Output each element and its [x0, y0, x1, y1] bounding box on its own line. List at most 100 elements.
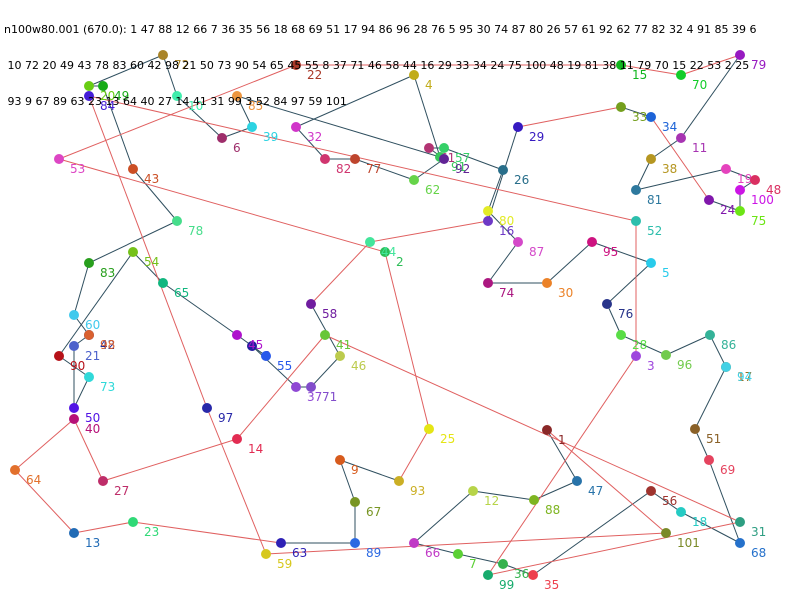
tour-edge [310, 303, 341, 357]
node-label: 97 [218, 411, 233, 425]
node [528, 570, 538, 580]
node [128, 164, 138, 174]
node-label: 54 [144, 255, 159, 269]
tour-edge [339, 459, 400, 482]
node-label: 21 [85, 349, 100, 363]
node-label: 79 [751, 58, 766, 72]
tour-edge [650, 490, 682, 513]
node [690, 424, 700, 434]
node-label: 10 [188, 99, 203, 113]
node [172, 216, 182, 226]
tour-edge [339, 459, 356, 503]
node [542, 278, 552, 288]
node [98, 476, 108, 486]
node [69, 528, 79, 538]
node [513, 122, 523, 132]
node-label: 98 [100, 338, 115, 352]
tour-edge [635, 168, 727, 191]
tour-edge [650, 137, 682, 160]
node [453, 549, 463, 559]
node-label: 9 [351, 463, 359, 477]
node-label: 80 [499, 214, 514, 228]
tour-edge [310, 355, 341, 388]
tour-edge [546, 429, 667, 534]
node [202, 403, 212, 413]
node-label: 11 [692, 141, 707, 155]
node-label: 47 [588, 484, 603, 498]
tour-edge [221, 126, 253, 139]
node-label: 24 [720, 203, 735, 217]
node-label: 49 [114, 89, 129, 103]
node [409, 538, 419, 548]
node [661, 350, 671, 360]
node [276, 538, 286, 548]
tour-edge [398, 428, 430, 482]
tour-edge [443, 147, 504, 171]
node [320, 154, 330, 164]
tour-edge [472, 490, 535, 501]
header-line: n100w80.001 (670.0): 1 47 88 12 66 7 36 … [4, 23, 757, 36]
tour-edge [58, 251, 134, 357]
node [735, 50, 745, 60]
tour-edge [650, 116, 710, 201]
tour-edge [88, 54, 164, 87]
header: n100w80.001 (670.0): 1 47 88 12 66 7 36 … [4, 0, 757, 132]
tour-edge [694, 366, 727, 430]
node [468, 486, 478, 496]
node [704, 195, 714, 205]
node-label: 34 [662, 120, 677, 134]
node [232, 330, 242, 340]
node-label: 100 [751, 193, 774, 207]
node-label: 64 [26, 473, 41, 487]
node [721, 164, 731, 174]
tour-edge [487, 355, 637, 576]
tour-edge [58, 64, 297, 160]
tour-edge [457, 553, 504, 565]
node [631, 185, 641, 195]
node [705, 330, 715, 340]
node [735, 538, 745, 548]
node-label: 74 [499, 286, 514, 300]
tour-edge [487, 210, 519, 243]
node [676, 133, 686, 143]
node-label: 51 [706, 432, 721, 446]
node-label: 22 [307, 68, 322, 82]
node [350, 538, 360, 548]
node-label: 90 [70, 359, 85, 373]
node [735, 206, 745, 216]
node [424, 143, 434, 153]
node [661, 528, 671, 538]
node-label: 88 [545, 503, 560, 517]
header-line: 93 9 67 89 63 23 13 64 40 27 14 41 31 99… [4, 95, 347, 108]
tour-edge [606, 303, 622, 336]
tour-edge [206, 407, 267, 555]
node-label: 35 [544, 578, 559, 592]
node [335, 351, 345, 361]
node [616, 60, 626, 70]
tour-edge [102, 438, 238, 482]
node-label: 1 [558, 433, 566, 447]
node [291, 60, 301, 70]
node [10, 465, 20, 475]
node-label: 86 [721, 338, 736, 352]
tour-edge [236, 334, 326, 440]
node [631, 351, 641, 361]
node-label: 71 [322, 390, 337, 404]
node-label: 43 [144, 172, 159, 186]
node-label: 69 [720, 463, 735, 477]
node-label: 27 [114, 484, 129, 498]
node [616, 102, 626, 112]
node-label: 92 [455, 162, 470, 176]
tour-edge [236, 95, 253, 128]
tour-edge [517, 106, 622, 128]
tour-edge [591, 241, 652, 264]
tour-edge [546, 429, 578, 482]
node-label: 20 [100, 89, 115, 103]
node-label: 99 [499, 578, 514, 592]
tour-edge [132, 168, 178, 222]
node [261, 351, 271, 361]
node-label: 76 [618, 307, 633, 321]
tour-edge [310, 241, 371, 305]
